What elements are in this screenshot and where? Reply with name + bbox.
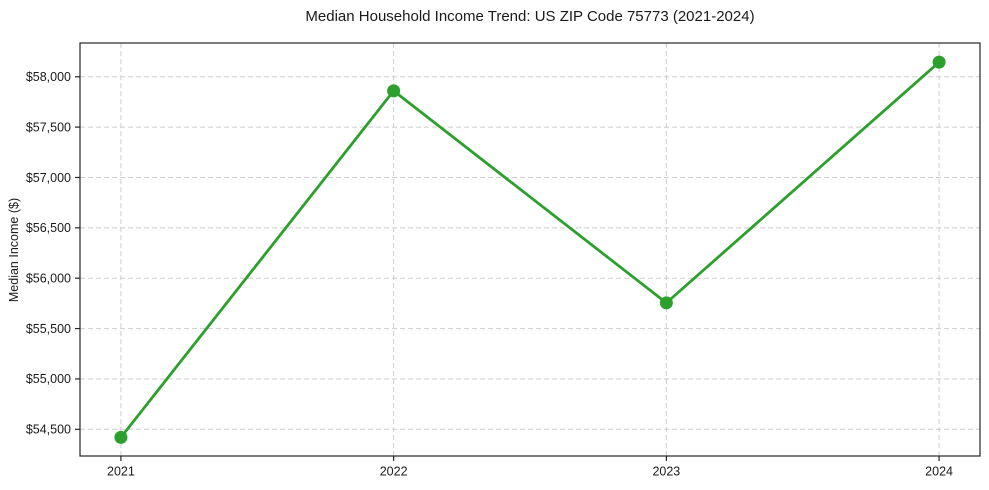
x-tick-label: 2022 bbox=[380, 465, 408, 479]
y-tick-label: $57,500 bbox=[26, 120, 71, 134]
y-tick-label: $58,000 bbox=[26, 70, 71, 84]
data-point-2024 bbox=[932, 55, 946, 69]
x-tick-label: 2024 bbox=[925, 465, 953, 479]
y-tick-label: $54,500 bbox=[26, 423, 71, 437]
y-tick-label: $56,500 bbox=[26, 221, 71, 235]
trend-line bbox=[119, 60, 941, 439]
plot-border bbox=[79, 42, 981, 457]
x-tick-label: 2021 bbox=[107, 465, 135, 479]
y-tick-label: $55,000 bbox=[26, 372, 71, 386]
data-point-2022 bbox=[387, 84, 401, 98]
y-tick-label: $55,500 bbox=[26, 322, 71, 336]
data-point-2023 bbox=[659, 296, 673, 310]
data-point-2021 bbox=[114, 430, 128, 444]
x-tick-label: 2023 bbox=[652, 465, 680, 479]
chart-title: Median Household Income Trend: US ZIP Co… bbox=[305, 8, 755, 25]
y-tick-label: $57,000 bbox=[26, 171, 71, 185]
y-tick-label: $56,000 bbox=[26, 272, 71, 286]
